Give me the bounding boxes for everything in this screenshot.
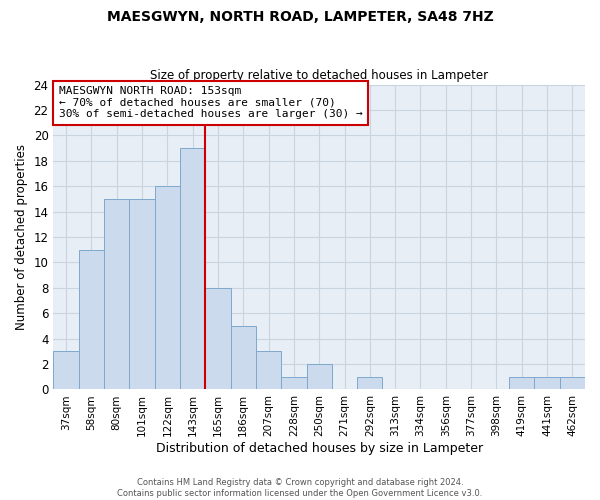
Text: Contains HM Land Registry data © Crown copyright and database right 2024.
Contai: Contains HM Land Registry data © Crown c… bbox=[118, 478, 482, 498]
Bar bbox=[53, 352, 79, 390]
Bar bbox=[104, 199, 130, 390]
Bar bbox=[535, 377, 560, 390]
X-axis label: Distribution of detached houses by size in Lampeter: Distribution of detached houses by size … bbox=[155, 442, 483, 455]
Bar bbox=[79, 250, 104, 390]
Bar bbox=[155, 186, 180, 390]
Bar bbox=[560, 377, 585, 390]
Text: MAESGWYN, NORTH ROAD, LAMPETER, SA48 7HZ: MAESGWYN, NORTH ROAD, LAMPETER, SA48 7HZ bbox=[107, 10, 493, 24]
Bar bbox=[281, 377, 307, 390]
Bar bbox=[509, 377, 535, 390]
Bar bbox=[307, 364, 332, 390]
Bar bbox=[205, 288, 230, 390]
Title: Size of property relative to detached houses in Lampeter: Size of property relative to detached ho… bbox=[150, 69, 488, 82]
Bar bbox=[180, 148, 205, 390]
Bar bbox=[230, 326, 256, 390]
Bar bbox=[357, 377, 382, 390]
Bar bbox=[130, 199, 155, 390]
Y-axis label: Number of detached properties: Number of detached properties bbox=[15, 144, 28, 330]
Bar bbox=[256, 352, 281, 390]
Text: MAESGWYN NORTH ROAD: 153sqm
← 70% of detached houses are smaller (70)
30% of sem: MAESGWYN NORTH ROAD: 153sqm ← 70% of det… bbox=[59, 86, 362, 120]
